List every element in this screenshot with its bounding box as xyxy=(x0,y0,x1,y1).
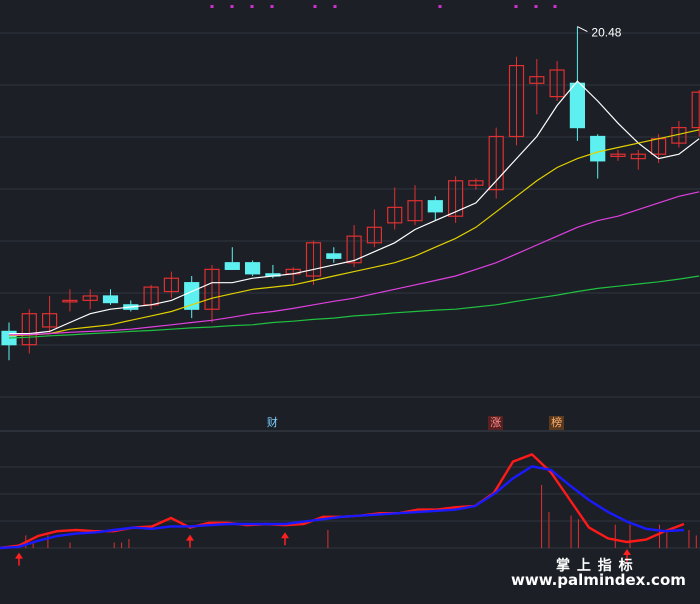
max-price-label: 20.48 xyxy=(591,26,621,40)
indicator-line xyxy=(0,465,685,550)
signal-arrow xyxy=(623,549,631,562)
candle xyxy=(21,309,37,354)
candle xyxy=(1,322,17,361)
candle xyxy=(468,178,484,190)
moving-average-line xyxy=(8,191,700,336)
moving-average-line xyxy=(9,80,700,335)
signal-arrow xyxy=(186,534,194,548)
top-dot xyxy=(514,5,518,8)
candle xyxy=(366,209,382,248)
candle-body-up xyxy=(448,180,464,217)
indicator-line xyxy=(0,453,685,550)
indicator-bars xyxy=(3,485,697,548)
candle-body-up xyxy=(366,226,382,244)
candle-body-down xyxy=(245,262,261,275)
candle-body-up xyxy=(529,76,545,84)
candle-body-up xyxy=(610,153,626,158)
moving-average-line xyxy=(8,129,700,337)
candle xyxy=(569,26,586,141)
candle xyxy=(204,264,220,323)
top-dot xyxy=(553,5,557,8)
candle-body-down xyxy=(590,135,606,162)
top-marker-dots xyxy=(210,5,557,8)
top-dot xyxy=(230,5,234,8)
top-dot xyxy=(438,5,442,8)
candle-body-up xyxy=(508,64,525,138)
candle-body-up xyxy=(407,200,423,222)
indicator-lines xyxy=(0,453,685,550)
candle-body-up xyxy=(204,268,220,310)
signal-arrow xyxy=(15,552,23,566)
candle-body-down xyxy=(102,295,119,304)
top-dot xyxy=(313,5,317,8)
candle xyxy=(41,295,58,334)
candle-body-up xyxy=(468,180,484,186)
candle xyxy=(224,247,240,270)
candle xyxy=(508,56,525,146)
top-dot xyxy=(333,5,337,8)
top-dot xyxy=(250,5,254,8)
candle xyxy=(488,127,504,199)
event-tag: 财 xyxy=(266,416,278,429)
top-dot xyxy=(210,5,214,8)
candle-body-up xyxy=(21,313,37,346)
candle xyxy=(549,61,565,102)
candle xyxy=(82,289,98,310)
candle-body-up xyxy=(82,295,98,301)
signal-arrow-head xyxy=(15,552,23,559)
max-price-marker: 20.48 xyxy=(577,26,622,40)
candle xyxy=(691,89,700,137)
candle xyxy=(102,289,119,305)
moving-average-line xyxy=(8,275,700,339)
candle-body-up xyxy=(387,206,403,224)
candle xyxy=(245,260,261,277)
max-price-arrow xyxy=(577,26,588,33)
watermark-url: www.palmindex.com xyxy=(511,571,686,589)
candle-body-up xyxy=(163,277,179,293)
watermark-title: 掌 上 指 标 xyxy=(556,558,634,574)
candle-body-up xyxy=(346,235,362,264)
top-dot xyxy=(270,5,274,8)
event-tag: 榜 xyxy=(549,416,565,430)
moving-average-lines xyxy=(8,80,700,339)
candle-body-down xyxy=(427,200,443,213)
grid-lines xyxy=(0,32,700,398)
candle-body-down xyxy=(184,282,200,310)
candle xyxy=(387,187,403,230)
signal-arrows xyxy=(15,532,631,566)
candle-body-up xyxy=(549,69,565,98)
candle-body-up xyxy=(62,299,78,303)
candle xyxy=(326,247,342,263)
candle xyxy=(163,271,179,299)
top-dot xyxy=(534,5,538,8)
candle xyxy=(184,276,200,319)
candle xyxy=(630,149,646,170)
candle-body-down xyxy=(326,253,342,259)
candle-body-up xyxy=(305,242,322,277)
candle-body-down xyxy=(569,82,586,129)
signal-arrow-head xyxy=(281,532,289,539)
candle xyxy=(610,149,626,161)
indicator-grid xyxy=(0,466,700,549)
candle xyxy=(590,134,606,179)
signal-arrow-head xyxy=(186,534,194,541)
signal-arrow-head xyxy=(623,549,631,555)
candle xyxy=(448,176,464,223)
event-tag: 涨 xyxy=(488,416,504,430)
candle-body-up xyxy=(41,313,58,328)
candle xyxy=(305,240,322,285)
candle xyxy=(62,289,78,312)
candle-body-up xyxy=(691,91,700,129)
candle xyxy=(407,185,423,226)
candle xyxy=(529,58,545,115)
candle-body-up xyxy=(488,135,504,191)
candle-body-down xyxy=(224,262,240,270)
candle-body-up xyxy=(630,153,646,160)
candle xyxy=(427,196,443,221)
signal-arrow xyxy=(281,532,289,546)
